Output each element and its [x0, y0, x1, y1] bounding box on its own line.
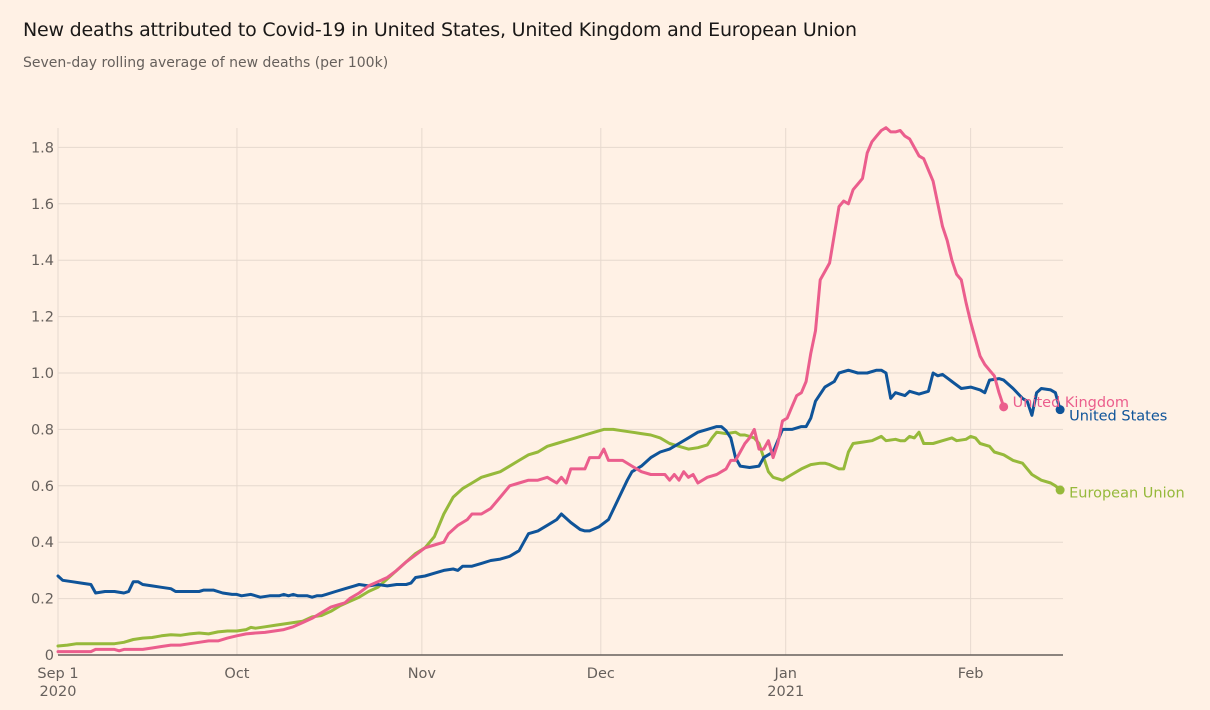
series-line-united-kingdom — [56, 126, 1006, 654]
series-label-united-kingdom: United Kingdom — [1013, 395, 1129, 411]
y-tick-label: 1.2 — [31, 310, 54, 326]
y-tick-label: 0.4 — [31, 535, 54, 551]
x-tick-label: Oct — [224, 666, 249, 682]
series-label-united-states: United States — [1069, 409, 1167, 425]
y-tick-label: 0.2 — [31, 592, 54, 608]
chart-subtitle: Seven-day rolling average of new deaths … — [23, 55, 389, 71]
series-end-marker-united-kingdom — [999, 402, 1009, 412]
x-tick-label: Jan — [774, 666, 797, 682]
x-axis: Sep 1 2020 Oct Nov Dec Jan 2021 Feb — [37, 654, 1063, 700]
series-lines — [56, 126, 1065, 654]
y-tick-label: 0.8 — [31, 422, 54, 438]
series-label-european-union: European Union — [1069, 485, 1185, 501]
x-tick-label: Feb — [958, 666, 984, 682]
y-tick-label: 1.4 — [31, 253, 54, 269]
y-tick-label: 1.0 — [31, 366, 54, 382]
series-end-marker-united-states — [1055, 405, 1065, 415]
x-tick-year-label: 2020 — [40, 684, 77, 700]
x-tick-year-label: 2021 — [767, 684, 804, 700]
series-end-marker-european-union — [1055, 485, 1065, 495]
series-line-united-states — [56, 368, 1062, 599]
x-tick-label: Sep 1 — [37, 666, 78, 682]
series-line-european-union — [56, 427, 1062, 648]
y-axis: 0 0.2 0.4 0.6 0.8 1.0 1.2 1.4 1.6 1.8 — [31, 140, 54, 664]
y-tick-label: 0.6 — [31, 479, 54, 495]
x-tick-label: Nov — [408, 666, 437, 682]
y-tick-label: 1.8 — [31, 140, 54, 156]
chart-title: New deaths attributed to Covid-19 in Uni… — [23, 19, 857, 41]
x-tick-label: Dec — [587, 666, 615, 682]
y-tick-label: 1.6 — [31, 197, 54, 213]
y-tick-label: 0 — [45, 648, 54, 664]
gridlines — [57, 128, 1063, 655]
